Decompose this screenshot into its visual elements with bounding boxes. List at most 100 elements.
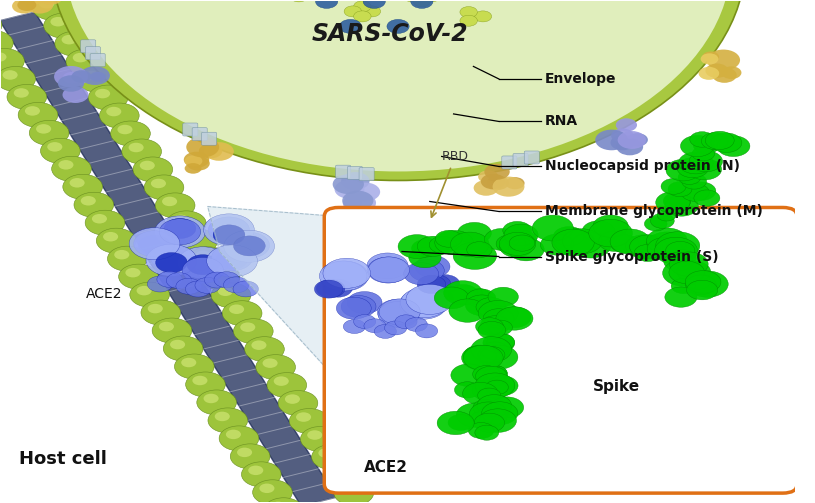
FancyBboxPatch shape <box>81 40 95 53</box>
Circle shape <box>184 155 202 166</box>
Circle shape <box>490 397 524 418</box>
Circle shape <box>133 157 173 182</box>
Circle shape <box>703 51 719 62</box>
Circle shape <box>223 277 249 293</box>
Circle shape <box>88 85 128 110</box>
Circle shape <box>62 35 77 44</box>
Circle shape <box>437 411 474 435</box>
Circle shape <box>183 258 223 283</box>
Circle shape <box>315 0 337 9</box>
Circle shape <box>218 287 233 296</box>
Circle shape <box>296 412 311 422</box>
Circle shape <box>95 89 110 98</box>
Circle shape <box>237 448 252 457</box>
Text: Spike: Spike <box>593 379 640 394</box>
Circle shape <box>485 366 507 380</box>
Circle shape <box>73 53 88 62</box>
Circle shape <box>129 228 180 260</box>
Circle shape <box>7 85 46 110</box>
Circle shape <box>465 295 498 316</box>
Circle shape <box>431 275 460 293</box>
Circle shape <box>334 480 373 503</box>
Circle shape <box>711 133 742 152</box>
Circle shape <box>687 182 716 200</box>
Text: RNA: RNA <box>544 115 578 128</box>
Circle shape <box>663 260 704 286</box>
Circle shape <box>474 413 504 433</box>
Circle shape <box>484 228 519 250</box>
Circle shape <box>108 246 148 271</box>
Circle shape <box>170 340 185 349</box>
Circle shape <box>483 309 514 328</box>
Circle shape <box>33 0 73 20</box>
Circle shape <box>264 498 303 503</box>
Circle shape <box>65 0 731 172</box>
Circle shape <box>335 180 364 199</box>
Circle shape <box>681 135 714 156</box>
Circle shape <box>629 235 667 259</box>
Circle shape <box>677 157 709 178</box>
Circle shape <box>290 0 307 2</box>
Circle shape <box>337 297 372 319</box>
Circle shape <box>492 177 525 197</box>
Circle shape <box>666 241 695 260</box>
Circle shape <box>508 238 544 261</box>
Circle shape <box>400 288 448 318</box>
Circle shape <box>478 388 500 403</box>
Circle shape <box>363 6 381 17</box>
Circle shape <box>229 304 244 314</box>
Circle shape <box>207 245 258 277</box>
Circle shape <box>17 0 37 11</box>
Circle shape <box>117 125 133 134</box>
Circle shape <box>681 174 707 189</box>
Circle shape <box>552 229 594 256</box>
Circle shape <box>148 276 173 292</box>
Circle shape <box>176 278 201 294</box>
Circle shape <box>487 176 509 190</box>
Circle shape <box>156 271 183 287</box>
Circle shape <box>465 288 491 305</box>
Circle shape <box>461 346 501 370</box>
Circle shape <box>81 196 96 206</box>
Circle shape <box>204 214 254 246</box>
Circle shape <box>134 231 175 257</box>
Circle shape <box>717 136 750 156</box>
Circle shape <box>430 236 456 254</box>
Circle shape <box>500 236 533 258</box>
Circle shape <box>505 230 536 249</box>
Circle shape <box>654 237 698 265</box>
Circle shape <box>685 274 711 289</box>
Circle shape <box>475 366 507 386</box>
Circle shape <box>156 253 187 273</box>
Circle shape <box>668 182 692 197</box>
Text: ACE2: ACE2 <box>86 287 123 301</box>
Circle shape <box>482 402 518 425</box>
Circle shape <box>63 175 103 199</box>
Circle shape <box>678 152 713 174</box>
Circle shape <box>471 337 512 363</box>
Circle shape <box>411 0 433 9</box>
Circle shape <box>473 399 499 415</box>
Circle shape <box>379 299 421 325</box>
Circle shape <box>672 278 695 294</box>
Circle shape <box>208 408 248 433</box>
Circle shape <box>479 409 517 433</box>
Circle shape <box>694 137 720 153</box>
Circle shape <box>670 252 708 276</box>
Circle shape <box>162 197 177 206</box>
Circle shape <box>688 158 721 180</box>
Circle shape <box>616 118 637 132</box>
Circle shape <box>627 133 648 146</box>
Circle shape <box>278 391 318 415</box>
Circle shape <box>409 247 441 268</box>
Circle shape <box>610 229 650 254</box>
Circle shape <box>196 250 210 260</box>
Circle shape <box>90 72 106 82</box>
Circle shape <box>323 462 363 487</box>
Circle shape <box>209 217 249 243</box>
Circle shape <box>244 337 284 362</box>
Circle shape <box>656 192 690 213</box>
Circle shape <box>187 255 218 275</box>
FancyBboxPatch shape <box>347 166 363 180</box>
Circle shape <box>205 272 230 288</box>
